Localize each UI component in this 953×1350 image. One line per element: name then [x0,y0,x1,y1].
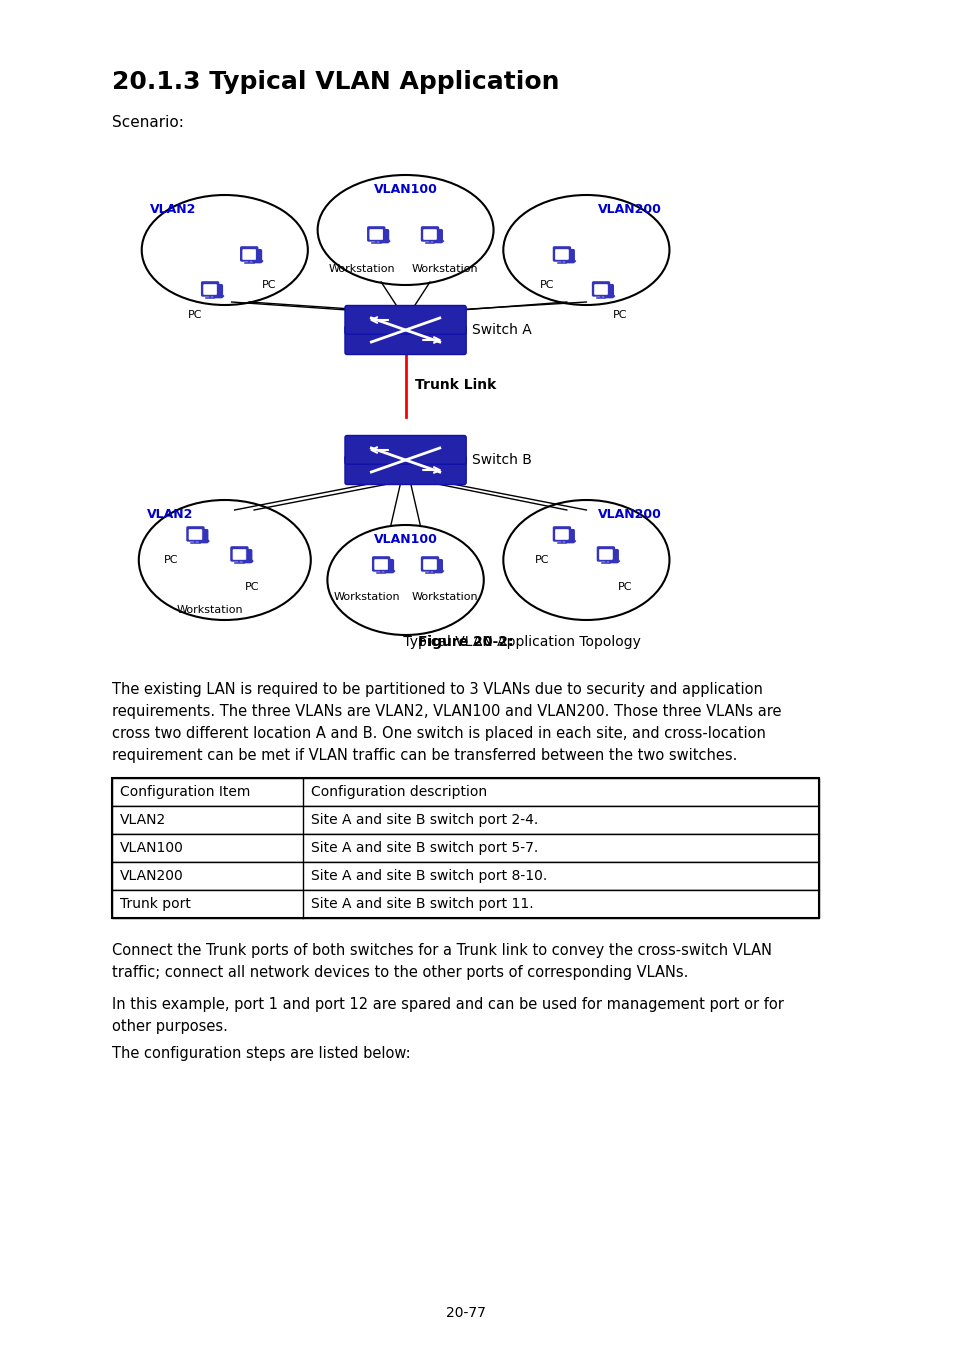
FancyBboxPatch shape [345,436,466,464]
Text: 20.1.3 Typical VLAN Application: 20.1.3 Typical VLAN Application [112,70,559,95]
Text: requirements. The three VLANs are VLAN2, VLAN100 and VLAN200. Those three VLANs : requirements. The three VLANs are VLAN2,… [112,703,781,720]
FancyBboxPatch shape [187,526,204,541]
Text: Site A and site B switch port 8-10.: Site A and site B switch port 8-10. [311,869,546,883]
Text: Workstation: Workstation [328,265,395,274]
Text: Figure 20-2:: Figure 20-2: [418,634,514,649]
Text: Workstation: Workstation [176,605,243,616]
Text: Workstation: Workstation [333,593,399,602]
Text: 20-77: 20-77 [446,1305,486,1320]
FancyBboxPatch shape [112,806,818,834]
Text: In this example, port 1 and port 12 are spared and can be used for management po: In this example, port 1 and port 12 are … [112,998,783,1012]
Text: PC: PC [618,582,632,593]
Text: PC: PC [261,279,275,290]
Text: The configuration steps are listed below:: The configuration steps are listed below… [112,1046,411,1061]
FancyBboxPatch shape [345,456,466,485]
FancyBboxPatch shape [565,529,574,543]
Text: PC: PC [535,555,549,566]
FancyBboxPatch shape [233,549,246,559]
Text: Configuration description: Configuration description [311,784,486,799]
FancyBboxPatch shape [204,285,216,294]
FancyBboxPatch shape [370,230,382,239]
FancyBboxPatch shape [243,250,255,259]
FancyBboxPatch shape [112,778,818,806]
FancyBboxPatch shape [597,547,614,562]
FancyBboxPatch shape [434,560,442,572]
FancyBboxPatch shape [345,325,466,355]
FancyBboxPatch shape [112,863,818,890]
Text: VLAN2: VLAN2 [120,813,166,828]
Text: Switch A: Switch A [472,323,531,338]
Text: VLAN200: VLAN200 [598,508,661,521]
Text: PC: PC [539,279,554,290]
Text: Site A and site B switch port 5-7.: Site A and site B switch port 5-7. [311,841,537,855]
Text: PC: PC [188,310,202,320]
Text: Site A and site B switch port 11.: Site A and site B switch port 11. [311,896,533,911]
Text: requirement can be met if VLAN traffic can be transferred between the two switch: requirement can be met if VLAN traffic c… [112,748,737,763]
FancyBboxPatch shape [555,529,568,540]
Text: PC: PC [245,582,259,593]
FancyBboxPatch shape [373,558,389,571]
Text: Connect the Trunk ports of both switches for a Trunk link to convey the cross-sw: Connect the Trunk ports of both switches… [112,944,772,958]
Text: Workstation: Workstation [411,593,477,602]
FancyBboxPatch shape [367,227,384,242]
Text: Workstation: Workstation [411,265,477,274]
FancyBboxPatch shape [112,834,818,863]
FancyBboxPatch shape [243,549,252,563]
FancyBboxPatch shape [379,230,388,243]
FancyBboxPatch shape [421,558,438,571]
Text: VLAN200: VLAN200 [120,869,184,883]
FancyBboxPatch shape [375,560,387,570]
FancyBboxPatch shape [385,560,393,572]
Text: Trunk Link: Trunk Link [415,378,497,392]
Text: Scenario:: Scenario: [112,115,184,130]
FancyBboxPatch shape [112,890,818,918]
FancyBboxPatch shape [231,547,248,562]
FancyBboxPatch shape [553,247,570,261]
Text: The existing LAN is required to be partitioned to 3 VLANs due to security and ap: The existing LAN is required to be parti… [112,682,762,697]
FancyBboxPatch shape [253,250,261,263]
FancyBboxPatch shape [423,560,436,570]
FancyBboxPatch shape [345,305,466,335]
FancyBboxPatch shape [213,285,222,297]
Text: VLAN100: VLAN100 [374,533,437,545]
FancyBboxPatch shape [434,230,442,243]
FancyBboxPatch shape [609,549,618,563]
Text: VLAN100: VLAN100 [120,841,184,855]
FancyBboxPatch shape [565,250,574,263]
Text: VLAN200: VLAN200 [598,202,661,216]
Text: PC: PC [613,310,627,320]
Text: Site A and site B switch port 2-4.: Site A and site B switch port 2-4. [311,813,537,828]
Text: VLAN100: VLAN100 [374,184,437,196]
Text: VLAN2: VLAN2 [150,202,195,216]
Text: Typical VLAN Application Topology: Typical VLAN Application Topology [398,634,640,649]
FancyBboxPatch shape [240,247,257,261]
Text: traffic; connect all network devices to the other ports of corresponding VLANs.: traffic; connect all network devices to … [112,965,688,980]
FancyBboxPatch shape [594,285,607,294]
FancyBboxPatch shape [421,227,438,242]
FancyBboxPatch shape [604,285,613,297]
FancyBboxPatch shape [553,526,570,541]
FancyBboxPatch shape [199,529,208,543]
FancyBboxPatch shape [555,250,568,259]
Text: cross two different location A and B. One switch is placed in each site, and cro: cross two different location A and B. On… [112,726,765,741]
Text: other purposes.: other purposes. [112,1019,228,1034]
Text: Switch B: Switch B [472,454,532,467]
Text: PC: PC [164,555,178,566]
FancyBboxPatch shape [201,282,218,296]
Text: VLAN2: VLAN2 [147,508,193,521]
Text: Configuration Item: Configuration Item [120,784,251,799]
FancyBboxPatch shape [592,282,609,296]
FancyBboxPatch shape [423,230,436,239]
FancyBboxPatch shape [598,549,612,559]
Text: Trunk port: Trunk port [120,896,191,911]
FancyBboxPatch shape [189,529,202,540]
